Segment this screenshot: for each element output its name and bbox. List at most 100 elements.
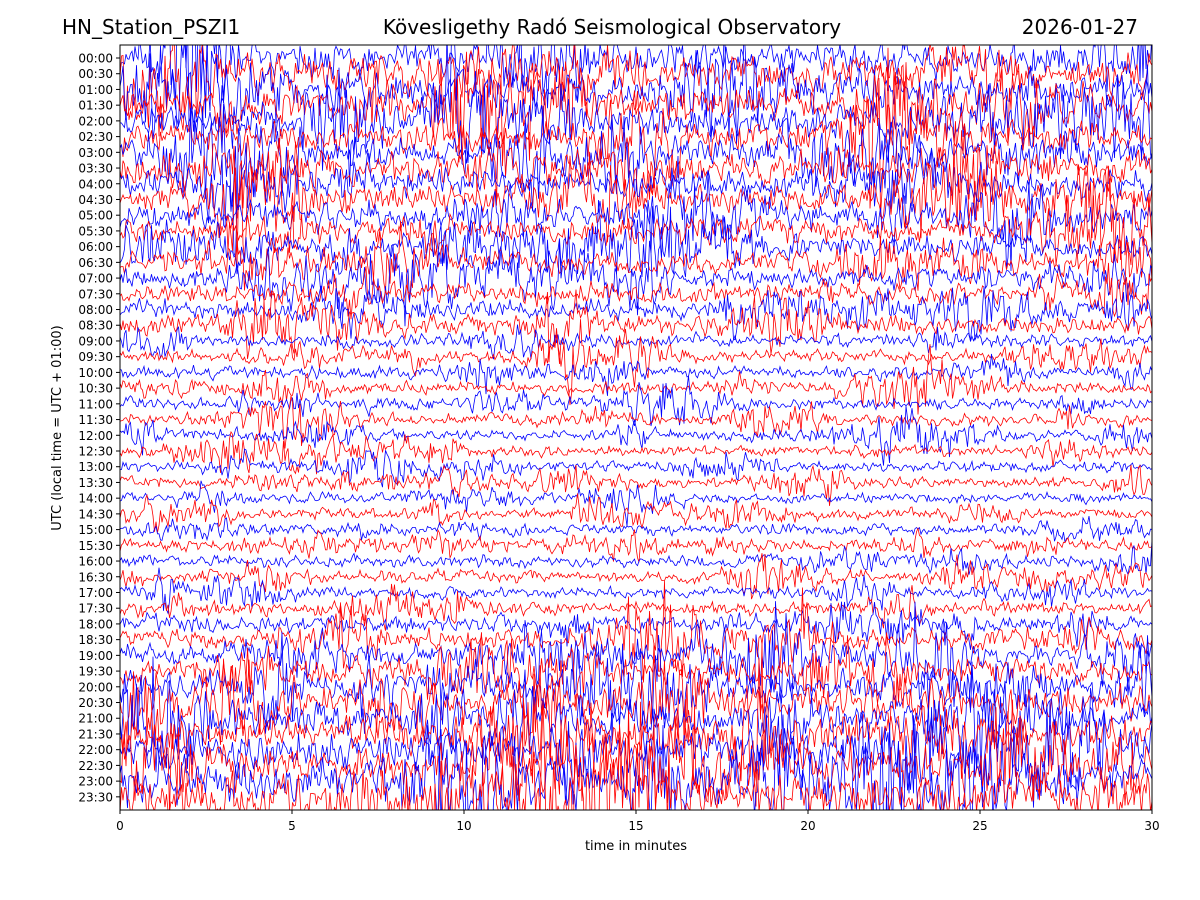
x-tick-label: 5 [288,819,296,833]
seismogram-trace [120,319,1152,406]
seismogram-trace [120,395,1152,449]
y-axis-label: UTC (local time = UTC + 01:00) [50,325,65,530]
trace-group [120,45,1152,810]
y-tick-label: 05:00 [78,209,113,223]
y-tick-label: 00:30 [78,67,113,81]
y-tick-label: 06:30 [78,256,113,270]
y-tick-label: 03:00 [78,146,113,160]
y-tick-label: 14:30 [78,507,113,521]
seismogram-trace [120,621,1152,711]
y-tick-label: 11:00 [78,397,113,411]
x-tick-label: 25 [972,819,987,833]
seismogram-trace [120,144,1152,268]
y-tick-label: 05:30 [78,224,113,238]
y-tick-label: 12:00 [78,429,113,443]
x-axis-label: time in minutes [585,839,687,854]
seismogram-trace [120,516,1152,543]
y-tick-label: 04:30 [78,193,113,207]
y-tick-label: 13:30 [78,476,113,490]
y-tick-label: 12:30 [78,445,113,459]
seismogram-trace [120,121,1152,221]
seismogram-trace [120,641,1152,807]
seismogram-trace [120,155,1152,272]
seismogram-trace [120,135,1152,258]
y-tick-label: 19:30 [78,665,113,679]
y-tick-label: 10:00 [78,366,113,380]
y-tick-label: 03:30 [78,162,113,176]
y-tick-label: 23:00 [78,775,113,789]
seismogram-trace [120,45,1152,124]
seismogram-trace [120,700,1152,810]
seismogram-trace [120,580,1152,683]
x-tick-label: 30 [1144,819,1159,833]
y-tick-label: 20:30 [78,696,113,710]
x-axis: 0 5 10 15 20 25 30 [116,810,1160,833]
y-tick-label: 22:30 [78,759,113,773]
seismogram-trace [120,539,1152,576]
x-tick-label: 20 [800,819,815,833]
y-tick-label: 13:00 [78,460,113,474]
seismogram-trace [120,480,1152,527]
seismogram-trace [120,430,1152,475]
seismogram-trace [120,45,1152,187]
seismogram-trace [120,289,1152,365]
y-tick-label: 18:30 [78,633,113,647]
y-tick-label: 15:30 [78,539,113,553]
seismogram-trace [120,262,1152,320]
seismogram-trace [120,344,1152,415]
y-tick-label: 17:00 [78,586,113,600]
y-tick-label: 17:30 [78,602,113,616]
y-tick-label: 19:00 [78,649,113,663]
seismogram-trace [120,220,1152,303]
seismogram-trace [120,226,1152,329]
x-tick-label: 0 [116,819,124,833]
y-tick-label: 08:00 [78,303,113,317]
y-tick-label: 09:30 [78,350,113,364]
seismogram-trace [120,324,1152,360]
y-tick-label: 21:30 [78,727,113,741]
y-tick-label: 15:00 [78,523,113,537]
y-tick-label: 01:30 [78,99,113,113]
seismogram-trace [120,199,1152,285]
observatory-title: Kövesligethy Radó Seismological Observat… [382,15,842,39]
y-tick-label: 02:00 [78,114,113,128]
seismogram-trace [120,527,1152,563]
seismogram-trace [120,553,1152,600]
seismogram-trace [120,583,1152,631]
y-tick-label: 14:00 [78,492,113,506]
seismogram-trace [120,683,1152,810]
seismogram-trace [120,631,1152,755]
y-tick-label: 16:00 [78,555,113,569]
seismogram-trace [120,656,1152,781]
y-tick-label: 23:30 [78,790,113,804]
seismogram-trace [120,285,1152,342]
seismogram-trace [120,45,1152,137]
seismogram-trace [120,493,1152,533]
y-tick-label: 16:30 [78,570,113,584]
seismogram-trace [120,601,1152,650]
seismogram-trace [120,49,1152,167]
seismogram-trace [120,178,1152,266]
seismogram-trace [120,405,1152,466]
y-tick-label: 11:30 [78,413,113,427]
y-tick-label: 04:00 [78,177,113,191]
y-tick-label: 06:00 [78,240,113,254]
seismogram-trace [120,353,1152,396]
y-tick-label: 00:00 [78,52,113,66]
y-tick-label: 08:30 [78,319,113,333]
x-tick-label: 15 [628,819,643,833]
station-name: HN_Station_PSZI1 [62,15,241,39]
y-tick-label: 20:00 [78,680,113,694]
x-tick-label: 10 [456,819,471,833]
y-tick-label: 07:30 [78,287,113,301]
y-tick-label: 07:00 [78,272,113,286]
seismogram-trace [120,448,1152,488]
record-date: 2026-01-27 [1021,15,1138,39]
seismogram-trace [120,567,1152,615]
y-tick-label: 09:00 [78,334,113,348]
y-tick-label: 02:30 [78,130,113,144]
seismogram-trace [120,464,1152,506]
y-tick-label: 21:00 [78,712,113,726]
